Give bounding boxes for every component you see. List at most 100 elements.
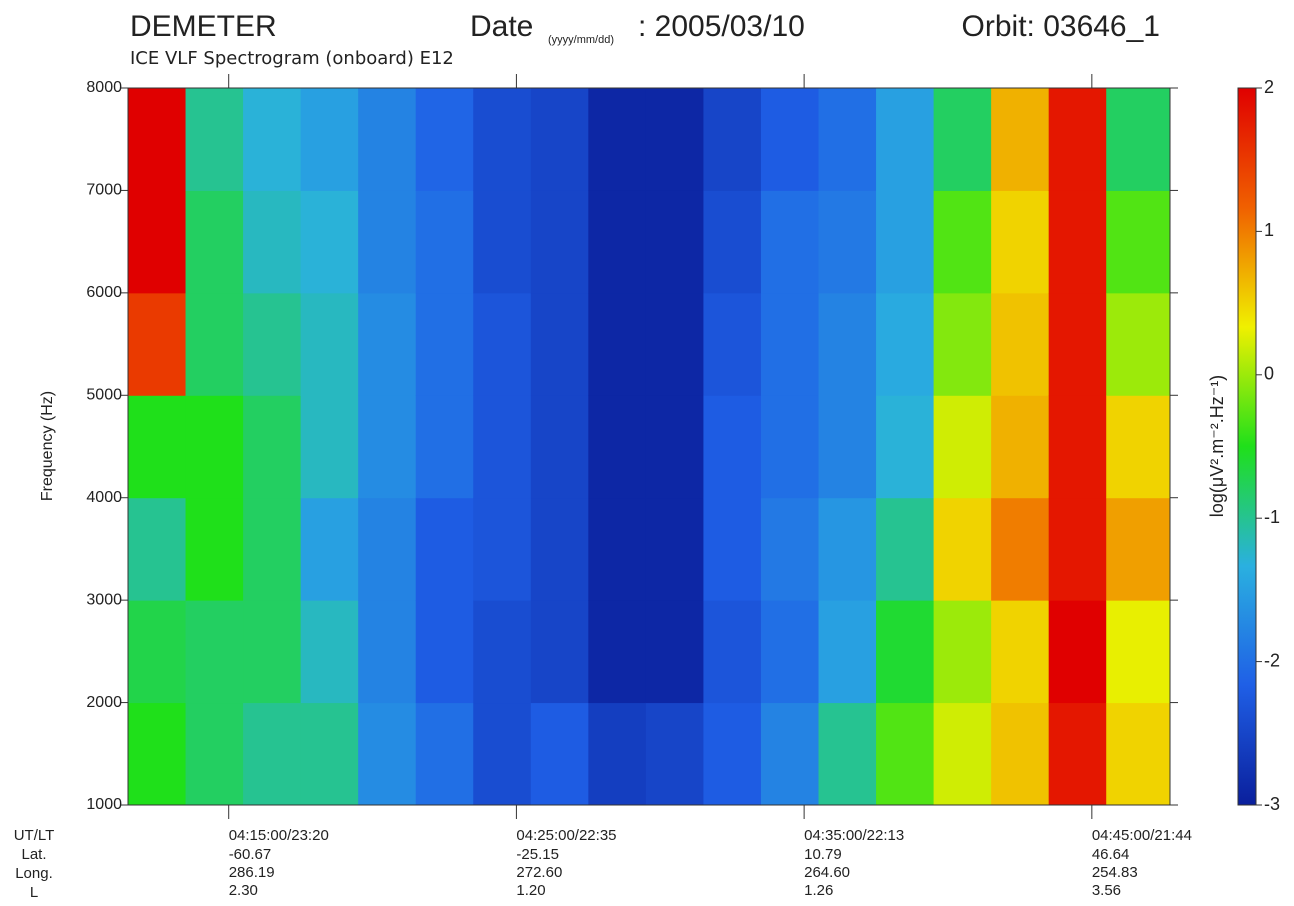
ephemeris-value: -60.67 xyxy=(229,846,272,863)
heatmap-cell xyxy=(473,292,532,396)
heatmap-cell xyxy=(530,600,589,704)
chart-title: DEMETER xyxy=(130,10,277,43)
heatmap-cell xyxy=(1048,292,1107,396)
plot-frame xyxy=(127,87,1171,806)
heatmap-cell xyxy=(588,88,647,191)
heatmap-cell xyxy=(703,702,762,806)
ephemeris-value: 272.60 xyxy=(516,864,562,881)
heatmap-cell xyxy=(645,395,704,499)
heatmap-cell xyxy=(473,497,532,601)
heatmap-cell xyxy=(703,600,762,704)
heatmap-cell xyxy=(818,702,877,806)
heatmap xyxy=(128,88,1171,806)
ephemeris-value: 286.19 xyxy=(229,864,275,881)
heatmap-cell xyxy=(818,190,877,294)
heatmap-cell xyxy=(243,292,302,396)
heatmap-cell xyxy=(473,190,532,294)
heatmap-cell xyxy=(588,395,647,499)
heatmap-cell xyxy=(876,88,935,191)
heatmap-cell xyxy=(473,600,532,704)
colorbar-tick-label: -2 xyxy=(1264,650,1280,670)
heatmap-cell xyxy=(933,395,992,499)
heatmap-cell xyxy=(645,190,704,294)
heatmap-cell xyxy=(243,395,302,499)
heatmap-cell xyxy=(1106,395,1171,499)
heatmap-cell xyxy=(1048,497,1107,601)
colorbar-tick-label: -1 xyxy=(1264,507,1280,527)
ephemeris-label: L xyxy=(30,884,38,901)
heatmap-cell xyxy=(703,190,762,294)
ephemeris-value: 254.83 xyxy=(1092,864,1138,881)
heatmap-cell xyxy=(760,190,820,294)
heatmap-cell xyxy=(933,600,992,704)
heatmap-cell xyxy=(243,600,302,704)
colorbar-label: log(μV².m⁻².Hz⁻¹) xyxy=(1207,375,1227,517)
heatmap-cell xyxy=(991,395,1050,499)
heatmap-cell xyxy=(1106,292,1171,396)
heatmap-cell xyxy=(300,600,359,704)
heatmap-cell xyxy=(358,292,417,396)
heatmap-cell xyxy=(991,600,1050,704)
heatmap-cell xyxy=(645,702,704,806)
heatmap-cell xyxy=(473,395,532,499)
heatmap-cell xyxy=(1106,497,1171,601)
heatmap-cell xyxy=(530,702,589,806)
heatmap-cell xyxy=(876,395,935,499)
y-axis-label: Frequency (Hz) xyxy=(39,391,56,501)
heatmap-cell xyxy=(933,702,992,806)
heatmap-cell xyxy=(128,497,187,601)
date-format: (yyyy/mm/dd) xyxy=(548,34,614,46)
colorbar xyxy=(1237,87,1257,806)
heatmap-cell xyxy=(530,88,589,191)
ephemeris-label: UT/LT xyxy=(14,827,55,844)
heatmap-cell xyxy=(1106,702,1171,806)
heatmap-cell xyxy=(358,190,417,294)
heatmap-cell xyxy=(588,702,647,806)
heatmap-cell xyxy=(1048,88,1107,191)
heatmap-cell xyxy=(1048,395,1107,499)
y-tick-label: 8000 xyxy=(86,79,122,96)
heatmap-cell xyxy=(818,395,877,499)
x-tick-label: 04:25:00/22:35 xyxy=(516,827,616,844)
heatmap-cell xyxy=(818,600,877,704)
ephemeris-value: -25.15 xyxy=(516,846,559,863)
heatmap-cell xyxy=(933,292,992,396)
heatmap-cell xyxy=(415,600,474,704)
subtitle: ICE VLF Spectrogram (onboard) E12 xyxy=(130,48,454,69)
heatmap-cell xyxy=(185,497,244,601)
heatmap-cell xyxy=(703,497,762,601)
heatmap-cell xyxy=(185,702,244,806)
ephemeris-value: 2.30 xyxy=(229,882,258,899)
heatmap-cell xyxy=(1106,190,1171,294)
heatmap-cell xyxy=(645,292,704,396)
y-tick-label: 5000 xyxy=(86,387,122,404)
colorbar-tick-label: -3 xyxy=(1264,794,1280,814)
heatmap-cell xyxy=(818,88,877,191)
heatmap-cell xyxy=(300,190,359,294)
heatmap-cell xyxy=(128,292,187,396)
heatmap-cell xyxy=(876,702,935,806)
heatmap-cell xyxy=(300,292,359,396)
heatmap-cell xyxy=(588,600,647,704)
y-tick-label: 7000 xyxy=(86,182,122,199)
heatmap-cell xyxy=(300,88,359,191)
orbit: Orbit: 03646_1 xyxy=(962,10,1160,43)
heatmap-cell xyxy=(876,292,935,396)
colorbar-tick-label: 2 xyxy=(1264,77,1274,97)
heatmap-cell xyxy=(645,600,704,704)
heatmap-cell xyxy=(703,292,762,396)
ephemeris-value: 264.60 xyxy=(804,864,850,881)
heatmap-cell xyxy=(128,702,187,806)
heatmap-cell xyxy=(645,88,704,191)
heatmap-cell xyxy=(876,497,935,601)
heatmap-cell xyxy=(185,395,244,499)
heatmap-cell xyxy=(243,702,302,806)
heatmap-cell xyxy=(185,190,244,294)
heatmap-cell xyxy=(415,292,474,396)
heatmap-cell xyxy=(1106,88,1171,191)
heatmap-cell xyxy=(876,190,935,294)
y-tick-label: 2000 xyxy=(86,694,122,711)
y-tick-label: 6000 xyxy=(86,284,122,301)
heatmap-cell xyxy=(933,497,992,601)
heatmap-cell xyxy=(415,88,474,191)
